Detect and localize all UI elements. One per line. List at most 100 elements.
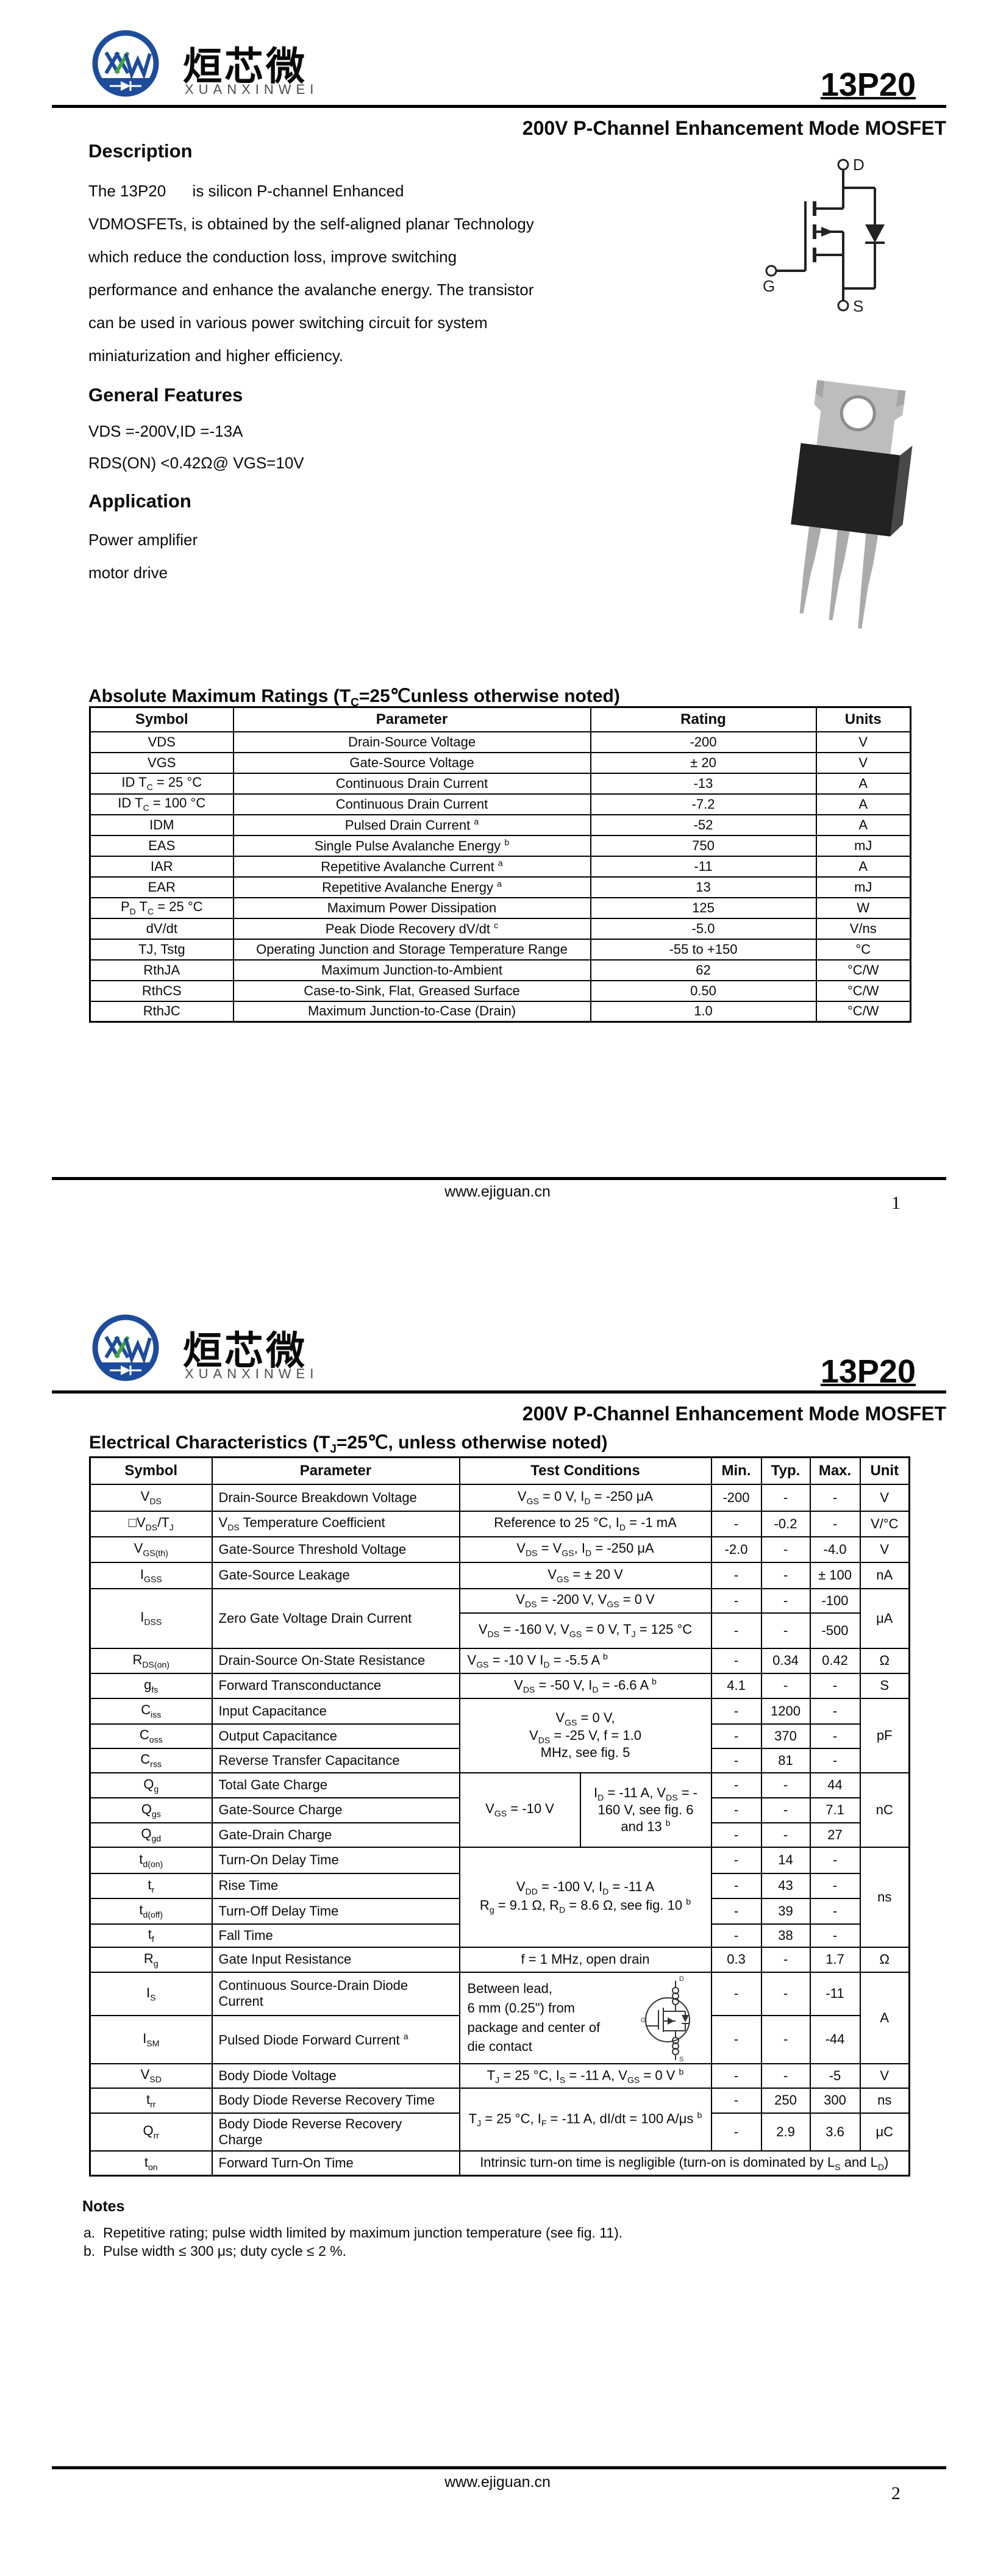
- elec-symbol: Crss: [89, 1747, 213, 1773]
- elec-conditions: VDS = -160 V, VGS = 0 V, TJ = 125 °C: [458, 1612, 712, 1649]
- table-row: RDS(on) Drain-Source On-State Resistance…: [89, 1647, 910, 1674]
- abs-units: A: [815, 855, 911, 878]
- elec-unit: Ω: [859, 1647, 910, 1674]
- table-row: tf Fall Time - 38 -: [89, 1923, 910, 1948]
- abs-symbol: PD TC = 25 °C: [89, 896, 234, 919]
- abs-units: °C/W: [815, 1000, 911, 1023]
- elec-symbol: ton: [89, 2150, 213, 2177]
- elec-min: -: [710, 1747, 762, 1773]
- abs-rating: 13: [590, 876, 817, 898]
- abs-header-row: Symbol Parameter Rating Units: [89, 706, 911, 732]
- elec-header-row: Symbol Parameter Test Conditions Min. Ty…: [89, 1456, 910, 1485]
- elec-min: 0.3: [710, 1946, 762, 1973]
- description-line: miniaturization and higher efficiency.: [88, 346, 344, 365]
- elec-symbol: RDS(on): [89, 1647, 213, 1674]
- elec-unit: ns: [859, 2087, 910, 2114]
- electrical-characteristics-table: Symbol Parameter Test Conditions Min. Ty…: [89, 1456, 911, 2177]
- abs-rating: -13: [590, 772, 817, 795]
- abs-symbol: ID TC = 100 °C: [89, 793, 234, 815]
- elec-unit: V: [859, 2063, 910, 2089]
- elec-max: 7.1: [809, 1797, 861, 1823]
- elec-symbol: VSD: [89, 2063, 213, 2089]
- abs-units: A: [815, 772, 911, 795]
- abs-symbol: VGS: [89, 751, 234, 774]
- elec-parameter: Zero Gate Voltage Drain Current: [211, 1587, 460, 1649]
- elec-min: -: [710, 1897, 762, 1925]
- elec-unit: μC: [859, 2112, 910, 2152]
- elec-parameter: Body Diode Voltage: [211, 2063, 460, 2089]
- table-row: Qgd Gate-Drain Charge - - 27: [89, 1822, 910, 1848]
- elec-conditions: VGS = ± 20 V: [458, 1561, 712, 1589]
- svg-text:D: D: [679, 1975, 684, 1983]
- table-row: td(off) Turn-Off Delay Time - 39 -: [89, 1897, 910, 1925]
- elec-max: 27: [809, 1822, 861, 1848]
- elec-symbol: td(on): [89, 1846, 213, 1874]
- note-line: a. Repetitive rating; pulse width limite…: [84, 2225, 623, 2241]
- elec-min: -: [710, 1797, 762, 1823]
- footer-website[interactable]: www.ejiguan.cn: [444, 1183, 551, 1200]
- abs-rating: -52: [590, 814, 817, 836]
- abs-parameter: Pulsed Drain Current a: [232, 814, 591, 836]
- abs-parameter: Maximum Junction-to-Ambient: [232, 959, 591, 981]
- symbol-label-d: D: [853, 156, 865, 174]
- abs-symbol: TJ, Tstg: [89, 938, 234, 961]
- elec-symbol: Ciss: [89, 1697, 213, 1725]
- description-heading: Description: [88, 140, 193, 162]
- elec-conditions: VGS = 0 V, VDS = -25 V, f = 1.0 MHz, see f…: [458, 1697, 712, 1773]
- abs-symbol: IDM: [89, 814, 234, 836]
- elec-symbol: td(off): [89, 1897, 213, 1925]
- elec-header-typ: Typ.: [760, 1456, 811, 1485]
- elec-max: -11: [809, 1971, 861, 2017]
- table-row: trr Body Diode Reverse Recovery Time TJ …: [89, 2087, 910, 2152]
- footer-website[interactable]: www.ejiguan.cn: [444, 2474, 551, 2491]
- abs-units: mJ: [815, 834, 911, 857]
- elec-parameter: Gate-Source Threshold Voltage: [211, 1536, 460, 1563]
- elec-symbol: gfs: [89, 1672, 213, 1699]
- elec-typ: 370: [760, 1723, 811, 1749]
- elec-conditions: VDS = -200 V, VGS = 0 V: [458, 1587, 712, 1614]
- elec-symbol: IGSS: [89, 1561, 213, 1589]
- abs-rating: -200: [590, 731, 817, 753]
- elec-unit: μA: [859, 1587, 910, 1649]
- abs-units: mJ: [815, 876, 911, 898]
- elec-max: ± 100: [809, 1561, 861, 1589]
- abs-units: V: [815, 751, 911, 774]
- note-line: b. Pulse width ≤ 300 μs; duty cycle ≤ 2 …: [84, 2243, 346, 2259]
- description-line: The 13P20 is silicon P-channel Enhanced: [88, 182, 404, 200]
- elec-parameter: Body Diode Reverse Recovery Charge: [211, 2112, 460, 2152]
- elec-parameter: Rise Time: [211, 1872, 460, 1899]
- table-row: gfs Forward Transconductance VDS = -50 V…: [89, 1672, 910, 1699]
- elec-max: -: [809, 1483, 861, 1512]
- elec-max: -500: [809, 1612, 861, 1649]
- abs-parameter: Case-to-Sink, Flat, Greased Surface: [232, 979, 591, 1002]
- elec-conditions: VGS = 0 V, ID = -250 μA: [458, 1483, 712, 1512]
- elec-max: -: [809, 1723, 861, 1749]
- table-row: tr Rise Time - 43 -: [89, 1872, 910, 1899]
- elec-symbol: Rg: [89, 1946, 213, 1973]
- elec-min: -: [710, 1723, 762, 1749]
- abs-parameter: Repetitive Avalanche Energy a: [232, 876, 591, 898]
- table-row: Qg Total Gate Charge VGS = -10 V ID = -1…: [89, 1772, 910, 1848]
- elec-parameter: Gate-Drain Charge: [211, 1822, 460, 1848]
- abs-symbol: RthJA: [89, 959, 234, 981]
- diode-conditions-text: Between lead, 6 mm (0.25") from package an…: [467, 1980, 601, 2055]
- header-rule: [52, 105, 946, 108]
- elec-min: -: [710, 1510, 762, 1537]
- abs-parameter: Repetitive Avalanche Current a: [232, 855, 591, 878]
- elec-unit: A: [859, 1971, 910, 2064]
- description-line: which reduce the conduction loss, improv…: [88, 248, 457, 266]
- elec-typ: -: [760, 1587, 811, 1614]
- abs-rating: 1.0: [590, 1000, 817, 1023]
- elec-conditions: f = 1 MHz, open drain: [458, 1946, 712, 1973]
- elec-symbol: Qgd: [89, 1822, 213, 1848]
- elec-parameter: Input Capacitance: [211, 1697, 460, 1725]
- elec-symbol: IS: [89, 1971, 213, 2017]
- abs-units: °C/W: [815, 959, 911, 981]
- general-features-heading: General Features: [88, 384, 243, 406]
- abs-symbol: IAR: [89, 855, 234, 878]
- elec-header-unit: Unit: [859, 1456, 910, 1485]
- table-row: IGSS Gate-Source Leakage VGS = ± 20 V - …: [89, 1561, 910, 1589]
- table-row: Ciss Input Capacitance VGS = 0 V, VDS = -…: [89, 1697, 910, 1773]
- elec-parameter: Gate-Source Leakage: [211, 1561, 460, 1589]
- abs-symbol: RthCS: [89, 979, 234, 1002]
